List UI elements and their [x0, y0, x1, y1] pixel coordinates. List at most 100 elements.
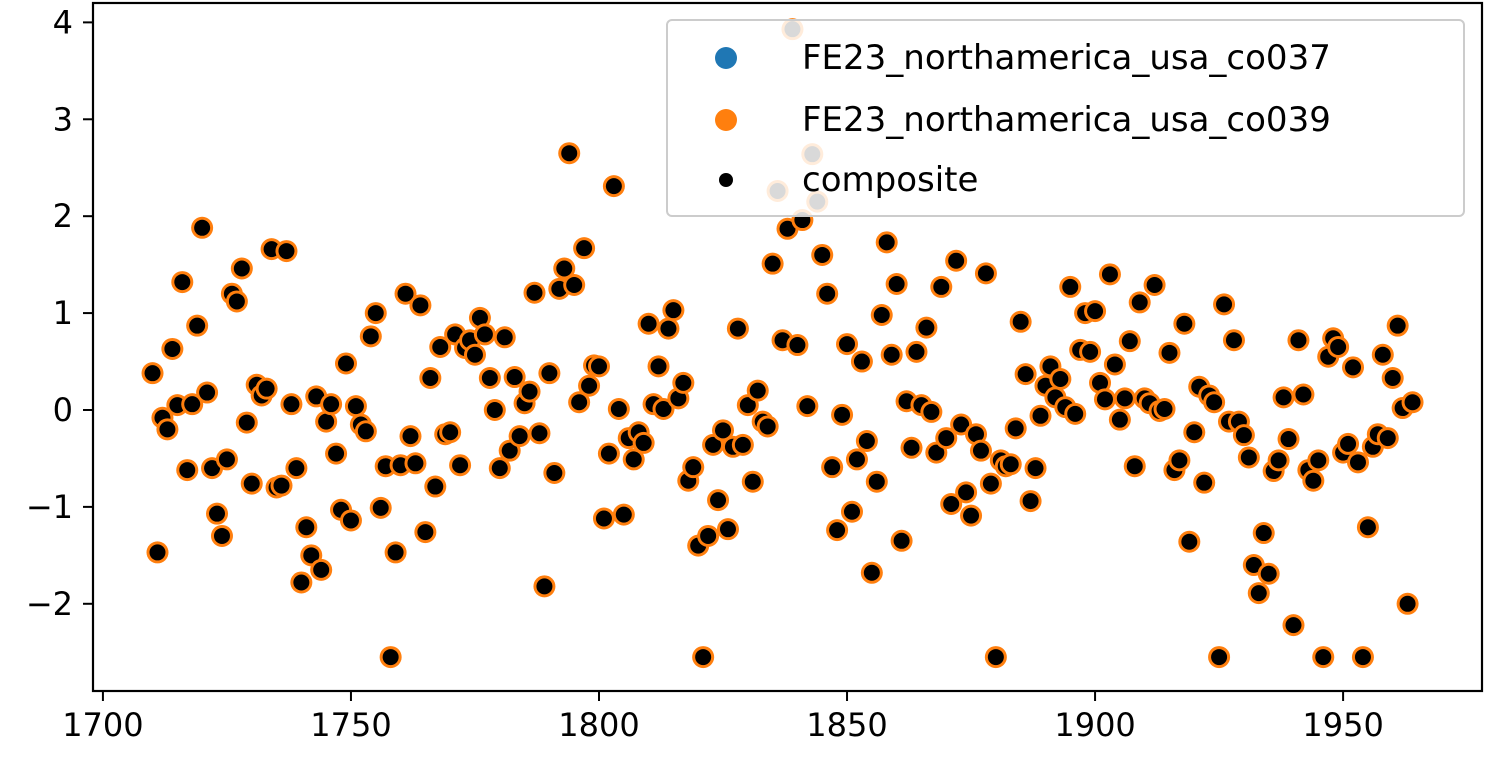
- point-composite: [1146, 276, 1163, 293]
- point-composite: [213, 527, 230, 544]
- point-composite: [452, 457, 469, 474]
- point-composite: [243, 475, 260, 492]
- point-composite: [1196, 474, 1213, 491]
- point-composite: [362, 328, 379, 345]
- point-composite: [1280, 431, 1297, 448]
- point-composite: [372, 499, 389, 516]
- point-composite: [923, 403, 940, 420]
- point-composite: [1121, 333, 1138, 350]
- point-composite: [466, 346, 483, 363]
- legend-marker-co039: [715, 109, 737, 131]
- point-composite: [1082, 343, 1099, 360]
- point-composite: [506, 369, 523, 386]
- point-composite: [1349, 454, 1366, 471]
- y-axis: −2 −1 0 1 2 3 4: [26, 3, 93, 623]
- point-composite: [819, 285, 836, 302]
- point-composite: [313, 561, 330, 578]
- point-composite: [471, 309, 488, 326]
- point-composite: [779, 220, 796, 237]
- point-composite: [1111, 411, 1128, 428]
- point-composite: [1359, 519, 1376, 536]
- legend-label-co039: FE23_northamerica_usa_co039: [802, 100, 1331, 140]
- point-composite: [199, 384, 216, 401]
- markers-layer: [141, 18, 1424, 669]
- point-composite: [888, 276, 905, 293]
- point-composite: [546, 464, 563, 481]
- x-tick-label: 1750: [310, 706, 391, 744]
- point-composite: [1206, 394, 1223, 411]
- point-composite: [625, 451, 642, 468]
- point-composite: [858, 432, 875, 449]
- point-composite: [590, 358, 607, 375]
- point-composite: [179, 462, 196, 479]
- point-composite: [278, 243, 295, 260]
- point-composite: [387, 544, 404, 561]
- y-tick-label: 0: [53, 391, 73, 429]
- point-composite: [337, 355, 354, 372]
- point-composite: [1290, 332, 1307, 349]
- point-composite: [228, 293, 245, 310]
- point-composite: [1156, 401, 1173, 418]
- point-composite: [541, 365, 558, 382]
- point-composite: [531, 425, 548, 442]
- point-composite: [1240, 449, 1257, 466]
- point-composite: [1374, 346, 1391, 363]
- point-composite: [1186, 424, 1203, 441]
- point-composite: [1245, 557, 1262, 574]
- point-composite: [422, 370, 439, 387]
- point-composite: [174, 274, 191, 291]
- legend: FE23_northamerica_usa_co037 FE23_northam…: [666, 19, 1465, 217]
- point-composite: [501, 442, 518, 459]
- point-composite: [968, 426, 985, 443]
- point-composite: [412, 297, 429, 314]
- point-composite: [848, 451, 865, 468]
- point-composite: [238, 414, 255, 431]
- point-composite: [1235, 427, 1252, 444]
- point-composite: [342, 512, 359, 529]
- y-tick-label: 3: [53, 100, 73, 138]
- point-composite: [164, 340, 181, 357]
- point-composite: [734, 436, 751, 453]
- point-composite: [953, 416, 970, 433]
- point-composite: [1345, 359, 1362, 376]
- point-composite: [159, 421, 176, 438]
- point-composite: [958, 484, 975, 501]
- point-composite: [561, 145, 578, 162]
- point-composite: [799, 398, 816, 415]
- point-composite: [149, 544, 166, 561]
- point-composite: [1340, 435, 1357, 452]
- legend-box: [666, 19, 1465, 217]
- point-composite: [1096, 391, 1113, 408]
- y-tick-label: 1: [53, 294, 73, 332]
- point-composite: [318, 413, 335, 430]
- point-composite: [1330, 339, 1347, 355]
- point-composite: [977, 265, 994, 282]
- point-composite: [675, 374, 692, 391]
- point-composite: [729, 320, 746, 337]
- point-composite: [670, 390, 687, 407]
- point-composite: [1027, 460, 1044, 477]
- y-tick-label: −2: [26, 585, 73, 623]
- point-composite: [1389, 317, 1406, 334]
- point-composite: [963, 507, 980, 524]
- point-composite: [1171, 452, 1188, 469]
- point-composite: [610, 401, 627, 418]
- point-composite: [948, 252, 965, 269]
- point-composite: [1022, 493, 1039, 510]
- point-composite: [293, 574, 310, 591]
- point-composite: [943, 495, 960, 512]
- point-composite: [1181, 533, 1198, 550]
- point-composite: [744, 473, 761, 490]
- x-tick-label: 1800: [558, 706, 639, 744]
- point-composite: [1176, 315, 1193, 332]
- point-composite: [1131, 294, 1148, 311]
- point-composite: [918, 319, 935, 336]
- point-composite: [576, 240, 593, 257]
- point-composite: [893, 532, 910, 549]
- point-composite: [536, 578, 553, 595]
- point-composite: [1399, 595, 1416, 612]
- point-composite: [908, 343, 925, 360]
- point-composite: [323, 396, 340, 413]
- point-composite: [1250, 585, 1267, 602]
- point-composite: [556, 260, 573, 277]
